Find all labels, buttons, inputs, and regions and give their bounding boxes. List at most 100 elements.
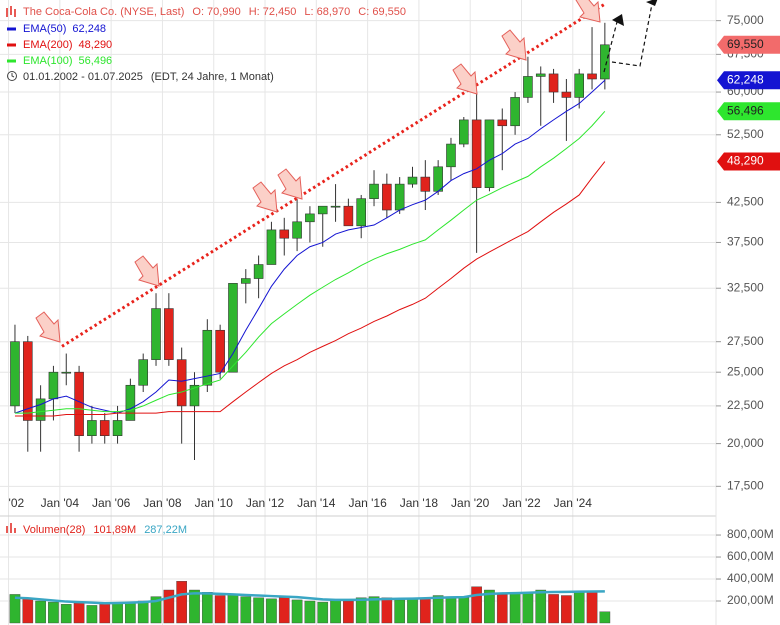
volume-bar [22,598,34,624]
candle-body [394,183,405,211]
ema-line [14,161,606,417]
x-tick-label: Jan '22 [502,496,541,510]
x-tick-label: Jan '18 [400,496,439,510]
volume-bar [509,593,521,624]
candle-body [202,329,213,386]
candle-body [215,329,225,373]
volume-bar [278,597,290,624]
volume-bar [227,594,239,624]
value-tag [717,71,780,90]
x-tick-label: Jan '10 [195,496,234,510]
volume-legend: Volumen(28) 101,89M 287,22M [6,523,187,536]
y-tick-label: 22,500 [727,398,764,412]
candle-body [10,341,20,407]
volume-bar [343,600,354,624]
candle-body [420,176,431,192]
volume-bar [407,598,418,624]
legend-name: EMA(100) [23,55,73,67]
volume-plot [9,581,611,624]
candle-body [22,341,33,421]
volume-bar [137,600,149,624]
candle-body [535,73,546,77]
y-axis: '02 Jan '04 Jan '06 Jan '08 Jan '10 Jan '12 Ja… [9,13,780,607]
candle-body [356,198,366,227]
volume-bar [35,600,46,624]
touch-arrows [35,0,601,343]
candle-body [266,229,277,265]
candle-body [138,359,148,386]
y-tick-label: 75,000 [727,13,764,27]
volume-bar [355,597,367,624]
volume-bar [573,590,585,624]
volume-bar [586,592,598,624]
candle-body [471,119,482,188]
ohlc-value: O: 70,990 [192,6,240,18]
volume-current: 101,89M [93,524,136,536]
candle-body [343,205,354,227]
y-tick-label: 37,500 [727,235,764,249]
volume-bar [253,597,264,624]
forecast-arrowhead [646,0,658,6]
volume-bar [99,604,111,624]
trendline [61,2,606,348]
volume-bar [48,601,59,624]
value-tag [717,102,780,121]
candle-body [433,166,443,192]
volume-name: Volumen(28) [23,524,85,536]
forecast-arrowhead [612,14,624,26]
candle-body [87,420,97,436]
volume-bar [458,597,470,624]
y-tick-label: 20,000 [727,436,764,450]
volume-bar [522,592,534,624]
date-range-note: (EDT, 24 Jahre, 1 Monat) [151,71,274,83]
candle-body [151,308,161,360]
chart-title: The Coca-Cola Co. (NYSE, Last) [23,6,184,18]
volume-bar [189,589,200,624]
candle-body [228,283,238,373]
y-tick-label: 800,00M [727,527,774,541]
value-tag-label: 56,496 [727,103,764,117]
clock-icon [11,73,15,78]
ema-line [14,79,606,414]
candle-body [125,384,136,421]
x-tick-label: '02 [9,496,25,510]
volume-bar [125,601,136,624]
candle-body [164,308,174,360]
legend: EMA(50) 62,248 EMA(200) 48,290 EMA(100) 56,49… [7,23,112,67]
value-tag [717,35,780,54]
ohlc-value: H: 72,450 [249,6,297,18]
candle-body [510,97,520,127]
candle-body [112,420,123,436]
volume-bar [112,603,123,624]
volume-bar [599,611,611,624]
volume-bar [266,598,277,624]
candle-body [574,73,585,98]
candle-body [330,205,341,208]
candle-body [99,420,110,436]
value-tag-label: 48,290 [727,154,764,168]
x-tick-label: Jan '16 [348,496,387,510]
volume-bar [304,600,316,624]
volume-bar [484,589,495,624]
volume-bar [548,594,559,624]
volume-bar [535,589,547,624]
x-tick-label: Jan '04 [41,496,80,510]
volume-average: 287,22M [144,524,187,536]
candle-icon [6,6,16,17]
volume-bar [150,596,162,624]
x-tick-label: Jan '24 [554,496,593,510]
date-range: 01.01.2002 - 01.07.2025 [23,71,143,83]
volume-bar [561,595,572,624]
candle-body [523,76,533,98]
legend-value: 56,496 [79,55,113,67]
candle-body [189,384,200,407]
candle-body [241,278,251,284]
volume-bar [60,604,72,624]
volume-bar [9,594,21,624]
volume-bar [496,594,508,624]
volume-bar [445,596,457,624]
volume-bar [330,599,341,624]
y-tick-label: 17,500 [727,478,764,492]
candle-body [305,213,315,223]
candle-body [600,44,610,80]
